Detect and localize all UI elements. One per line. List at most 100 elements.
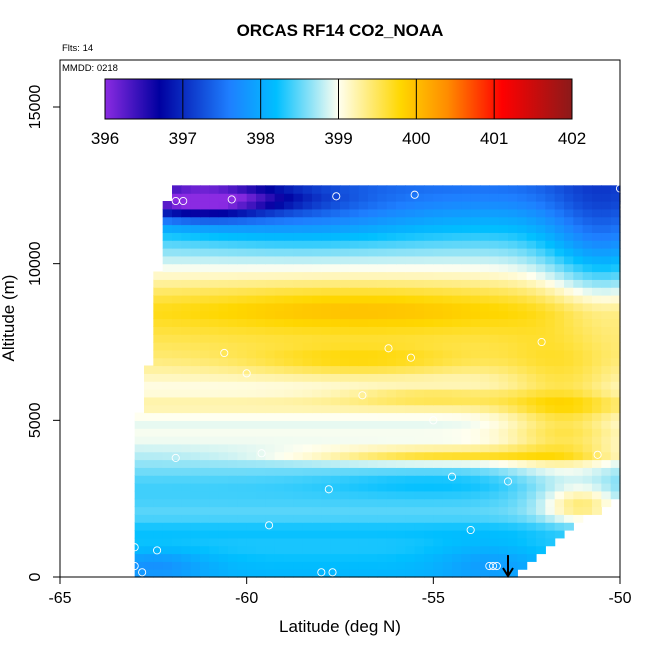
heatmap-cell xyxy=(386,483,397,492)
heatmap-cell xyxy=(144,522,154,531)
heatmap-cell xyxy=(330,467,341,476)
heatmap-cell xyxy=(601,201,612,210)
heatmap-cell xyxy=(582,467,593,476)
heatmap-cell xyxy=(601,443,612,453)
heatmap-cell xyxy=(134,451,145,461)
heatmap-cell xyxy=(302,232,313,241)
heatmap-cell xyxy=(246,349,257,359)
heatmap-cell xyxy=(358,279,369,288)
heatmap-cell xyxy=(237,302,248,312)
heatmap-cell xyxy=(452,248,462,257)
heatmap-cell xyxy=(517,483,528,492)
heatmap-cell xyxy=(312,522,322,531)
heatmap-cell xyxy=(368,318,378,327)
heatmap-cell xyxy=(200,334,210,343)
heatmap-cell xyxy=(284,530,294,539)
heatmap-cell xyxy=(162,279,173,288)
heatmap-cell xyxy=(582,381,593,390)
heatmap-cell xyxy=(610,248,621,257)
heatmap-cell xyxy=(592,490,602,500)
heatmap-cell xyxy=(144,490,154,500)
heatmap-cell xyxy=(573,381,584,390)
heatmap-cell xyxy=(340,498,350,508)
heatmap-cell xyxy=(508,443,518,453)
heatmap-cell xyxy=(312,279,322,288)
heatmap-cell xyxy=(601,475,612,484)
heatmap-cell xyxy=(592,271,602,280)
heatmap-cell xyxy=(274,318,285,327)
heatmap-cell xyxy=(181,530,192,539)
heatmap-cell xyxy=(162,357,173,367)
heatmap-cell xyxy=(246,412,257,421)
heatmap-cell xyxy=(405,263,416,273)
heatmap-cell xyxy=(302,553,313,562)
heatmap-cell xyxy=(461,373,472,382)
heatmap-cell xyxy=(246,514,257,523)
heatmap-cell xyxy=(517,201,528,210)
heatmap-cell xyxy=(396,310,406,320)
heatmap-cell xyxy=(442,279,453,288)
heatmap-cell xyxy=(386,569,397,578)
heatmap-cell xyxy=(601,255,612,265)
heatmap-cell xyxy=(498,201,509,210)
heatmap-cell xyxy=(265,443,276,453)
heatmap-cell xyxy=(377,240,388,249)
heatmap-cell xyxy=(330,349,341,359)
heatmap-cell xyxy=(349,326,360,335)
heatmap-cell xyxy=(330,248,341,257)
heatmap-cell xyxy=(265,255,276,265)
heatmap-cell xyxy=(153,506,164,515)
heatmap-cell xyxy=(480,569,490,578)
heatmap-cell xyxy=(545,443,556,453)
heatmap-cell xyxy=(293,443,304,453)
heatmap-cell xyxy=(144,530,154,539)
heatmap-cell xyxy=(330,396,341,406)
heatmap-cell xyxy=(172,498,182,508)
heatmap-cell xyxy=(517,193,528,202)
heatmap-cell xyxy=(190,530,201,539)
heatmap-cell xyxy=(433,193,444,202)
heatmap-cell xyxy=(442,483,453,492)
heatmap-cell xyxy=(293,381,304,390)
heatmap-cell xyxy=(414,569,425,578)
heatmap-cell xyxy=(452,357,462,367)
heatmap-cell xyxy=(489,553,500,562)
heatmap-cell xyxy=(284,396,294,406)
heatmap-cell xyxy=(284,349,294,359)
heatmap-cell xyxy=(536,490,546,500)
heatmap-cell xyxy=(274,255,285,265)
heatmap-cell xyxy=(592,451,602,461)
heatmap-cell xyxy=(274,459,285,468)
heatmap-cell xyxy=(536,201,546,210)
heatmap-cell xyxy=(265,404,276,414)
heatmap-cell xyxy=(312,318,322,327)
heatmap-cell xyxy=(517,185,528,194)
heatmap-cell xyxy=(498,357,509,367)
heatmap-cell xyxy=(321,404,332,414)
heatmap-cell xyxy=(396,545,406,555)
heatmap-cell xyxy=(601,365,612,374)
heatmap-cell xyxy=(190,271,201,280)
heatmap-cell xyxy=(508,201,518,210)
heatmap-cell xyxy=(237,342,248,351)
heatmap-cell xyxy=(498,436,509,445)
heatmap-cell xyxy=(162,349,173,359)
heatmap-cell xyxy=(172,483,182,492)
heatmap-cell xyxy=(153,545,164,555)
heatmap-cell xyxy=(340,467,350,476)
heatmap-cell xyxy=(330,475,341,484)
heatmap-cell xyxy=(312,208,322,218)
heatmap-cell xyxy=(396,459,406,468)
heatmap-cell xyxy=(274,490,285,500)
heatmap-cell xyxy=(284,232,294,241)
heatmap-cell xyxy=(536,506,546,515)
heatmap-cell xyxy=(452,396,462,406)
heatmap-cell xyxy=(508,514,518,523)
heatmap-cell xyxy=(545,459,556,468)
heatmap-cell xyxy=(330,420,341,429)
heatmap-cell xyxy=(545,279,556,288)
heatmap-cell xyxy=(181,404,192,414)
heatmap-cell xyxy=(480,467,490,476)
heatmap-cell xyxy=(228,381,238,390)
heatmap-cell xyxy=(592,318,602,327)
